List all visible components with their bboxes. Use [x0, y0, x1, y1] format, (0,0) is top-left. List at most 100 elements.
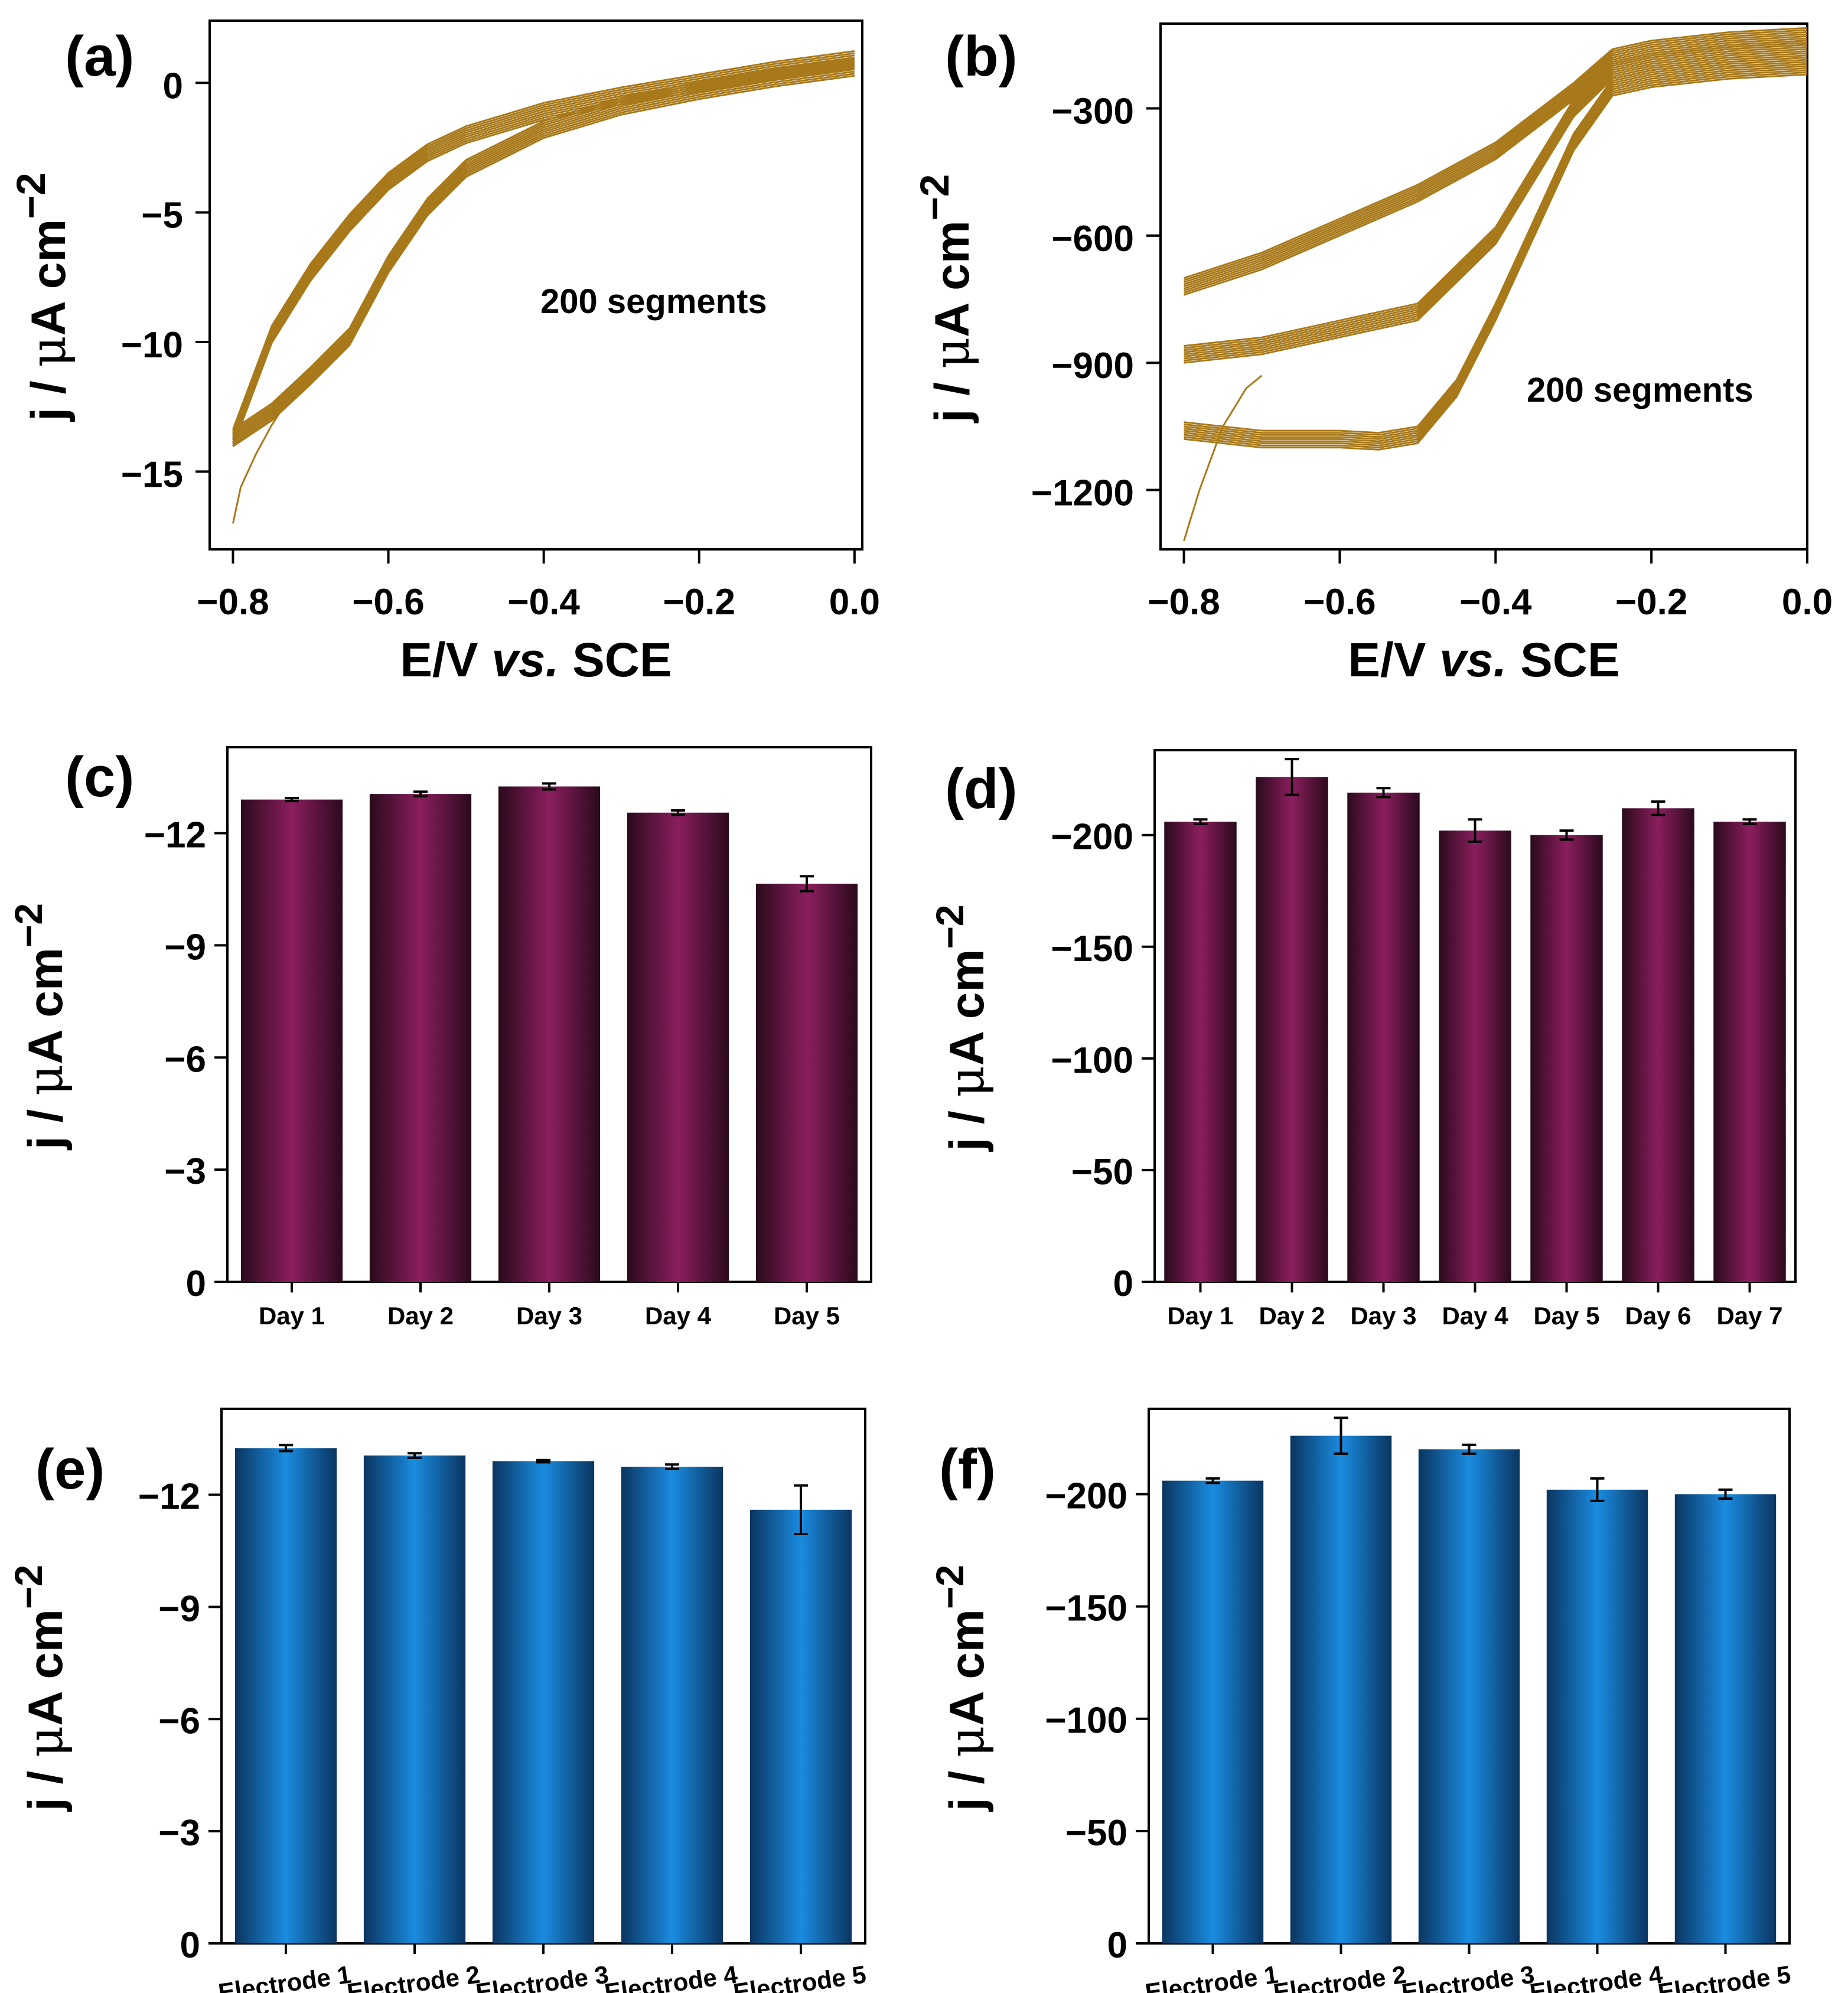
x-title-italic: vs. [1439, 633, 1507, 687]
y-tick-label: −900 [1051, 346, 1134, 386]
category-label: Day 3 [516, 1302, 582, 1330]
bar [1290, 1435, 1392, 1943]
y-axis-title: j / μA cm−2 [8, 172, 77, 422]
y-title-unit: A cm [19, 1609, 73, 1725]
x-title-prefix: E/V [400, 633, 491, 687]
cv-trace-anodic [232, 67, 855, 447]
y-tick-label: −3 [158, 1813, 200, 1854]
category-label: Electrode 2 [1272, 1961, 1408, 1993]
y-title-superscript: −2 [6, 1565, 50, 1609]
x-tick-label: −0.4 [507, 582, 580, 623]
cv-trace-lower-envelope [1184, 61, 1808, 438]
category-label: Day 1 [1167, 1302, 1233, 1330]
cv-trace-upper-envelope [1184, 29, 1808, 281]
category-label: Electrode 5 [1656, 1961, 1792, 1993]
cv-trace-lower-envelope [1184, 73, 1808, 451]
category-label: Day 1 [259, 1302, 325, 1330]
cv-trace-anodic [232, 52, 855, 432]
panel-label: (a) [65, 25, 134, 88]
y-tick-label: −50 [1065, 1813, 1127, 1854]
y-tick-label: 0 [1113, 1263, 1133, 1304]
x-axis-title: E/V vs. SCE [1348, 633, 1619, 687]
x-tick-label: 0.0 [1782, 582, 1833, 623]
y-axis-title: j / μA cm−2 [928, 1565, 995, 1812]
cv-trace-anodic [232, 60, 855, 441]
panel-label: (b) [945, 25, 1018, 88]
category-label: Day 7 [1716, 1302, 1782, 1330]
y-title-mu: μ [924, 337, 980, 369]
category-label: Electrode 3 [474, 1961, 611, 1993]
y-tick-label: −5 [141, 196, 183, 236]
y-tick-label: −50 [1071, 1152, 1133, 1193]
bar [1530, 835, 1603, 1282]
cv-trace-anodic [232, 63, 855, 443]
y-title-prefix: j / [940, 1097, 994, 1152]
category-label: Electrode 2 [346, 1961, 482, 1993]
panel-3: Day 1 Day 2 Day 3 Day 4 Day 5 Day 6 Day 7 0 −50 −… [928, 749, 1797, 1330]
y-title-superscript: −2 [6, 903, 50, 947]
panel-label: (d) [945, 757, 1018, 820]
category-label: Day 2 [387, 1302, 454, 1330]
cv-trace-cathodic [232, 73, 855, 445]
cv-trace-anodic [232, 65, 855, 445]
cv-trace-middle-trace [1184, 41, 1808, 349]
plot-frame [208, 19, 863, 551]
y-tick-label: −6 [158, 1701, 200, 1741]
category-label: Electrode 1 [217, 1961, 353, 1993]
x-tick-label: −0.2 [663, 582, 735, 623]
cv-trace-middle-trace [1184, 46, 1808, 353]
panel-0: (a) −0.8 −0.6 −0.4 −0.2 0.0 0 −5 −10 −15 E/V vs. S… [8, 19, 880, 687]
y-tick-label: −12 [144, 815, 206, 856]
category-label: Day 6 [1625, 1302, 1691, 1330]
cv-trace-cathodic [232, 74, 855, 447]
y-tick-label: −200 [1051, 817, 1133, 858]
bar [1164, 822, 1237, 1282]
y-title-unit: A cm [19, 947, 73, 1064]
y-tick-label: −200 [1045, 1476, 1127, 1516]
cv-trace-cathodic [232, 70, 855, 443]
bar [749, 1509, 852, 1943]
y-tick-label: −9 [158, 1588, 200, 1629]
y-axis-title: j / μA cm−2 [928, 904, 995, 1152]
y-title-superscript: −2 [912, 174, 957, 221]
x-title-suffix: SCE [559, 633, 672, 687]
y-tick-label: −150 [1051, 929, 1133, 969]
x-axis-title: E/V vs. SCE [400, 633, 672, 687]
bar [1622, 808, 1694, 1282]
bar [369, 794, 472, 1282]
cv-trace-middle-trace [1184, 54, 1808, 362]
y-title-prefix: j / [940, 1757, 994, 1812]
bar [1439, 831, 1511, 1282]
bar [1347, 792, 1420, 1282]
cv-trace-first-scan-tail [232, 388, 296, 524]
x-tick-label: 0.0 [829, 582, 880, 623]
panel-2: Day 1 Day 2 Day 3 Day 4 Day 5 0 −3 −6 −9 −12(c) j … [6, 745, 872, 1330]
y-tick-label: −6 [164, 1039, 206, 1080]
y-tick-label: −100 [1045, 1701, 1127, 1741]
y-title-unit: A cm [22, 219, 76, 336]
bar [1256, 777, 1328, 1282]
cv-trace-lower-envelope [1184, 63, 1808, 440]
y-title-prefix: j / [22, 367, 76, 422]
cv-trace-middle-trace [1184, 50, 1808, 357]
y-tick-label: −3 [164, 1151, 206, 1192]
plot-frame [1159, 22, 1808, 551]
y-title-mu: μ [939, 1726, 995, 1757]
bar [1713, 822, 1786, 1282]
annotation: 200 segments [540, 282, 767, 321]
bar [621, 1467, 723, 1943]
cv-trace-cathodic [232, 69, 855, 441]
bar [627, 812, 729, 1282]
cv-trace-middle-trace [1184, 48, 1808, 356]
cv-trace-first-scan-tail [1183, 374, 1263, 542]
bar [240, 799, 343, 1282]
y-title-mu: μ [18, 1726, 74, 1757]
bar [1546, 1489, 1648, 1943]
y-tick-label: −1200 [1031, 473, 1134, 514]
y-title-prefix: j / [19, 1096, 73, 1151]
x-title-suffix: SCE [1507, 633, 1619, 687]
category-label: Day 2 [1259, 1302, 1325, 1330]
x-tick-label: −0.4 [1459, 582, 1532, 623]
y-title-superscript: −2 [928, 1565, 972, 1609]
